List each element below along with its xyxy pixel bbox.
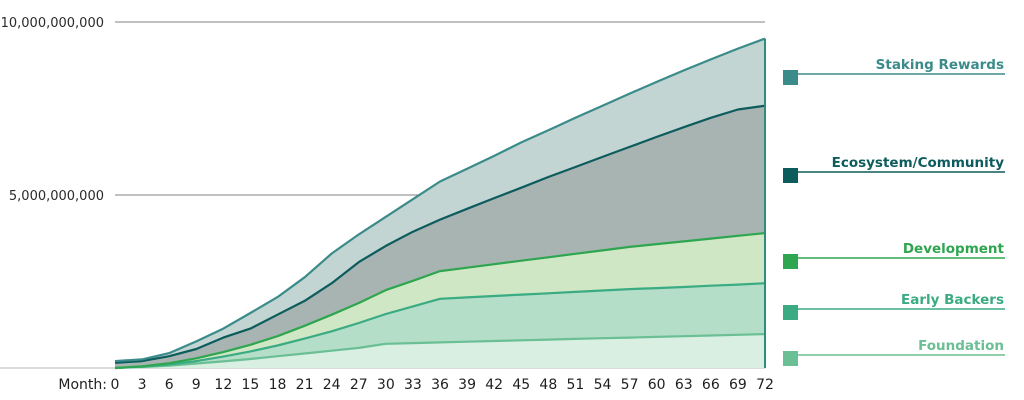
- x-tick-label: 33: [404, 377, 422, 393]
- area-foundation: [115, 334, 765, 368]
- legend-swatch: [783, 305, 798, 320]
- y-axis: 5,000,000,000 10,000,000,000: [1, 16, 104, 204]
- legend-item-early-backers: Early Backers: [783, 292, 1005, 320]
- line-development: [114, 232, 766, 370]
- x-tick-label: 39: [458, 377, 476, 393]
- area-early-backers: [115, 283, 765, 368]
- x-axis: Month: 0 3 6 9 12 15 18 21 24 27 30 33 36 39 42 45 48 51 54…: [58, 377, 774, 393]
- x-tick-label: 12: [214, 377, 232, 393]
- x-axis-prefix: Month:: [58, 377, 107, 393]
- line-early-backers: [114, 282, 766, 370]
- x-tick-label: 60: [648, 377, 666, 393]
- x-tick-label: 6: [165, 377, 174, 393]
- x-tick-label: 30: [377, 377, 395, 393]
- x-tick-label: 57: [621, 377, 639, 393]
- x-tick-label: 63: [675, 377, 693, 393]
- area-ecosystem-community: [115, 105, 765, 368]
- x-tick-label: 42: [485, 377, 503, 393]
- x-tick-label: 45: [512, 377, 530, 393]
- legend-label: Staking Rewards: [876, 57, 1004, 73]
- legend: Foundation Early Backers Development Ecosys…: [783, 57, 1005, 366]
- area-staking-rewards: [115, 38, 765, 363]
- x-tick-label: 69: [729, 377, 747, 393]
- line-foundation: [114, 333, 766, 370]
- legend-swatch: [783, 351, 798, 366]
- x-tick-label: 27: [350, 377, 368, 393]
- x-tick-label: 54: [594, 377, 612, 393]
- legend-swatch: [783, 254, 798, 269]
- area-development: [115, 233, 765, 368]
- x-tick-label: 72: [756, 377, 774, 393]
- x-tick-label: 18: [269, 377, 287, 393]
- x-tick-label: 3: [138, 377, 147, 393]
- legend-label: Development: [903, 241, 1005, 257]
- legend-item-staking-rewards: Staking Rewards: [783, 57, 1005, 85]
- legend-item-development: Development: [783, 241, 1005, 269]
- legend-swatch: [783, 168, 798, 183]
- x-tick-label: 51: [567, 377, 585, 393]
- line-staking-rewards: [114, 37, 766, 363]
- line-ecosystem-community: [114, 104, 766, 364]
- legend-label: Ecosystem/Community: [832, 155, 1005, 171]
- x-tick-label: 36: [431, 377, 449, 393]
- y-tick-label: 10,000,000,000: [1, 16, 104, 31]
- legend-item-foundation: Foundation: [783, 338, 1005, 366]
- x-tick-label: 0: [111, 377, 120, 393]
- x-tick-label: 21: [296, 377, 314, 393]
- x-tick-label: 48: [539, 377, 557, 393]
- x-tick-label: 24: [323, 377, 341, 393]
- x-tick-label: 66: [702, 377, 720, 393]
- x-tick-label: 9: [192, 377, 201, 393]
- y-tick-label: 5,000,000,000: [9, 189, 104, 204]
- area-layers: [115, 38, 765, 368]
- legend-item-ecosystem-community: Ecosystem/Community: [783, 155, 1005, 183]
- x-tick-label: 15: [242, 377, 260, 393]
- legend-swatch: [783, 70, 798, 85]
- series-lines: [114, 37, 766, 370]
- legend-label: Foundation: [918, 338, 1004, 354]
- legend-label: Early Backers: [901, 292, 1004, 308]
